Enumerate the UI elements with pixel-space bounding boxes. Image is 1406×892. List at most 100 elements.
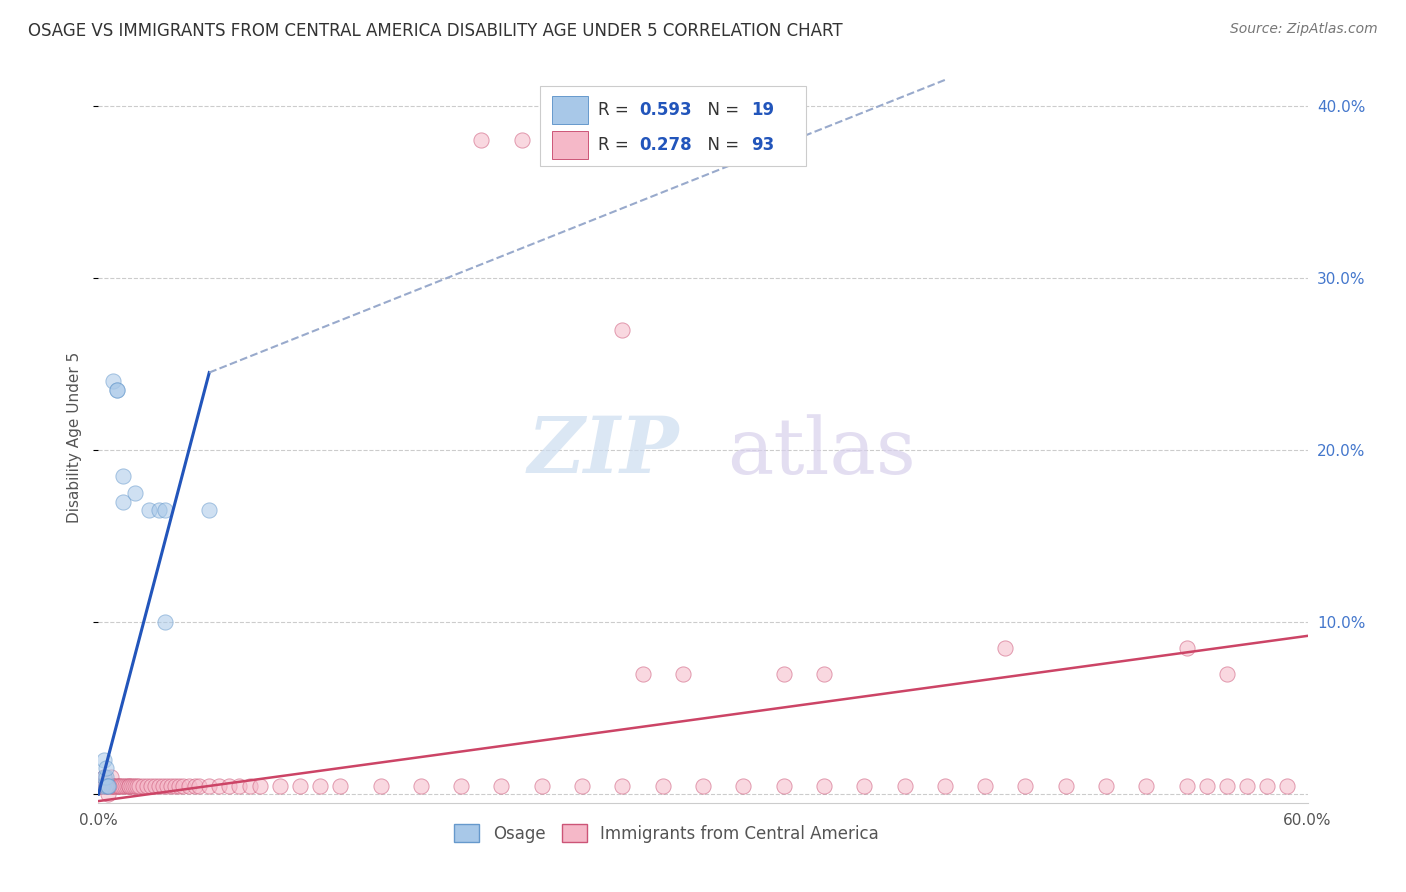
Point — [974, 779, 997, 793]
Point — [110, 779, 132, 793]
Point — [631, 666, 654, 681]
Point — [101, 779, 124, 793]
Point — [1175, 640, 1198, 655]
Point — [228, 779, 250, 793]
Point — [167, 779, 190, 793]
Point — [89, 779, 111, 793]
Point — [156, 779, 179, 793]
Point — [288, 779, 311, 793]
Point — [163, 779, 186, 793]
Point — [1014, 779, 1036, 793]
Text: R =: R = — [598, 136, 634, 154]
Point — [530, 779, 553, 793]
Point — [692, 779, 714, 793]
Point — [128, 779, 150, 793]
Text: 0.593: 0.593 — [638, 101, 692, 120]
Point — [893, 779, 915, 793]
Point — [97, 779, 120, 793]
Point — [93, 753, 115, 767]
Point — [152, 779, 174, 793]
Point — [138, 503, 160, 517]
Point — [139, 779, 162, 793]
FancyBboxPatch shape — [540, 86, 806, 167]
Point — [87, 779, 110, 793]
Point — [994, 640, 1017, 655]
Point — [121, 779, 143, 793]
Point — [124, 779, 146, 793]
Point — [813, 666, 835, 681]
Point — [120, 779, 142, 793]
Point — [1277, 779, 1299, 793]
Point — [1054, 779, 1077, 793]
Point — [571, 779, 593, 793]
Point — [100, 779, 122, 793]
Point — [329, 779, 352, 793]
Point — [103, 779, 125, 793]
Point — [1095, 779, 1118, 793]
Point — [97, 787, 120, 801]
Point — [105, 383, 128, 397]
Point — [96, 779, 118, 793]
Point — [93, 770, 115, 784]
Point — [93, 779, 115, 793]
Text: ZIP: ZIP — [527, 414, 679, 490]
Point — [91, 779, 114, 793]
Point — [1236, 779, 1258, 793]
Point — [198, 503, 221, 517]
Point — [198, 779, 221, 793]
Point — [160, 779, 183, 793]
Point — [91, 779, 114, 793]
Point — [97, 779, 120, 793]
Point — [105, 779, 128, 793]
Point — [179, 779, 201, 793]
Point — [125, 779, 148, 793]
Point — [124, 486, 146, 500]
Point — [1256, 779, 1278, 793]
Point — [100, 770, 122, 784]
Point — [148, 779, 170, 793]
Point — [96, 779, 118, 793]
FancyBboxPatch shape — [551, 96, 588, 124]
Point — [153, 503, 176, 517]
Point — [118, 779, 141, 793]
Point — [143, 779, 166, 793]
Point — [1216, 779, 1239, 793]
Point — [1216, 666, 1239, 681]
Point — [1175, 779, 1198, 793]
Point — [450, 779, 472, 793]
Point — [813, 779, 835, 793]
Legend: Osage, Immigrants from Central America: Osage, Immigrants from Central America — [447, 818, 886, 849]
Text: R =: R = — [598, 101, 634, 120]
Text: 93: 93 — [751, 136, 775, 154]
Text: OSAGE VS IMMIGRANTS FROM CENTRAL AMERICA DISABILITY AGE UNDER 5 CORRELATION CHAR: OSAGE VS IMMIGRANTS FROM CENTRAL AMERICA… — [28, 22, 842, 40]
Point — [96, 761, 118, 775]
Point — [470, 133, 492, 147]
Point — [309, 779, 332, 793]
Point — [612, 779, 634, 793]
Point — [733, 779, 755, 793]
Point — [772, 666, 794, 681]
Point — [612, 322, 634, 336]
Point — [105, 383, 128, 397]
Point — [651, 779, 673, 793]
Point — [96, 770, 118, 784]
Point — [107, 779, 129, 793]
Point — [491, 779, 513, 793]
Text: Source: ZipAtlas.com: Source: ZipAtlas.com — [1230, 22, 1378, 37]
Point — [249, 779, 271, 793]
Point — [1195, 779, 1218, 793]
Point — [208, 779, 231, 793]
FancyBboxPatch shape — [551, 131, 588, 159]
Point — [148, 503, 170, 517]
Point — [188, 779, 211, 793]
Point — [111, 494, 134, 508]
Point — [772, 779, 794, 793]
Point — [132, 779, 155, 793]
Point — [184, 779, 207, 793]
Point — [153, 615, 176, 629]
Point — [101, 779, 124, 793]
Point — [1135, 779, 1157, 793]
Point — [114, 779, 136, 793]
Text: 19: 19 — [751, 101, 775, 120]
Point — [107, 779, 129, 793]
